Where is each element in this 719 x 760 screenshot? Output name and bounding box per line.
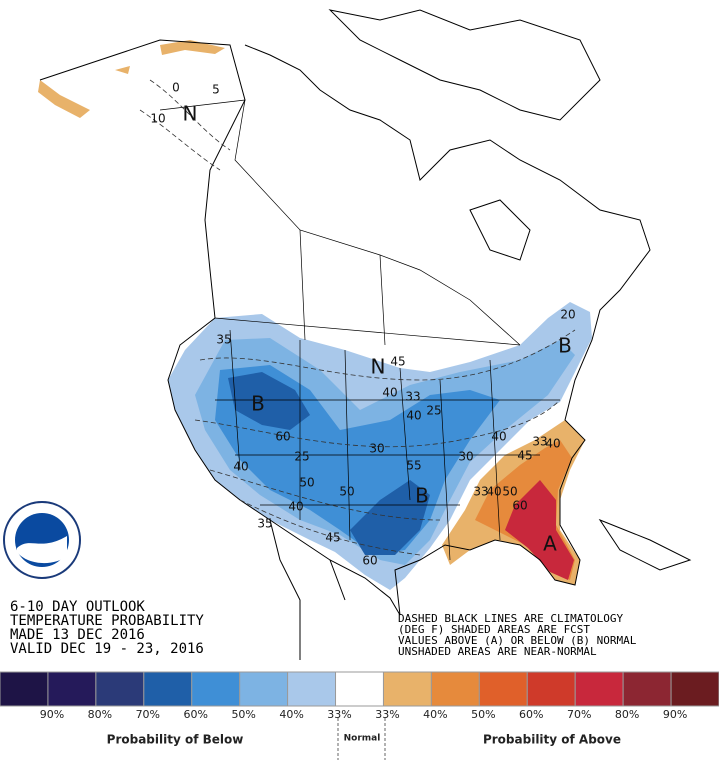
contour-label: 35	[216, 333, 231, 347]
contour-label: 25	[294, 450, 309, 464]
contour-label: 20	[560, 308, 575, 322]
contour-label: 45	[325, 531, 340, 545]
contour-label: 30	[369, 442, 384, 456]
legend-swatch	[191, 671, 241, 707]
region-letter: B	[251, 392, 265, 416]
contour-label: 40	[233, 460, 248, 474]
coastline-mexico	[269, 519, 346, 660]
contour-label: 40	[382, 386, 397, 400]
area-above-alaska	[38, 80, 90, 118]
outlook-line: TEMPERATURE PROBABILITY	[10, 613, 204, 629]
legend-label: 50%	[231, 708, 255, 721]
legend-label: 90%	[40, 708, 64, 721]
legend-swatch	[670, 671, 719, 707]
noaa-logo	[3, 501, 81, 579]
contour-label: 40	[491, 430, 506, 444]
legend-label: 70%	[567, 708, 591, 721]
legend-label: 33%	[327, 708, 351, 721]
legend-swatch	[335, 671, 384, 707]
contour-label: 33	[532, 435, 547, 449]
legend-swatch	[143, 671, 193, 707]
legend: Probability of Below Normal Probability …	[0, 671, 719, 760]
area-above-alaska-north	[115, 40, 225, 74]
legend-label: 40%	[279, 708, 303, 721]
note-line: DASHED BLACK LINES ARE CLIMATOLOGY	[398, 612, 624, 625]
legend-swatch	[430, 671, 480, 707]
legend-swatch	[287, 671, 337, 707]
coastlines	[39, 9, 692, 660]
region-letter: A	[543, 532, 557, 556]
contour-label: 33	[473, 485, 488, 499]
outlook-line: 6-10 DAY OUTLOOK	[10, 599, 145, 615]
contour-label: 40	[406, 409, 421, 423]
legend-swatch	[47, 671, 97, 707]
note-line: (DEG F) SHADED AREAS ARE FCST	[398, 623, 590, 636]
legend-label: 90%	[663, 708, 687, 721]
legend-swatch	[622, 671, 672, 707]
contour-label: 25	[426, 404, 441, 418]
contour-label: 50	[299, 476, 314, 490]
notes-block: DASHED BLACK LINES ARE CLIMATOLOGY (DEG …	[398, 612, 637, 658]
legend-label: 60%	[519, 708, 543, 721]
region-letter: N	[371, 355, 386, 379]
region-letter: B	[415, 484, 429, 508]
legend-swatch	[574, 671, 624, 707]
legend-label: 80%	[615, 708, 639, 721]
contour-label: 40	[486, 485, 501, 499]
coastline-islands	[469, 199, 692, 571]
contour-label: 40	[545, 437, 560, 451]
legend-swatch	[239, 671, 289, 707]
legend-label: 70%	[136, 708, 160, 721]
legend-label: 60%	[184, 708, 208, 721]
legend-swatch	[0, 671, 49, 707]
contour-label: 60	[362, 554, 377, 568]
outlook-block: 6-10 DAY OUTLOOK TEMPERATURE PROBABILITY…	[10, 599, 204, 657]
contour-label: 40	[288, 500, 303, 514]
coastline	[39, 39, 651, 616]
contour-label: 0	[172, 81, 180, 95]
normal-caption: Normal	[344, 734, 381, 744]
contour-label: 45	[517, 449, 532, 463]
outlook-line: MADE 13 DEC 2016	[10, 627, 145, 643]
outlook-line: VALID DEC 19 - 23, 2016	[10, 641, 204, 657]
borders	[159, 99, 521, 346]
legend-label: 80%	[88, 708, 112, 721]
coastline-arctic	[328, 9, 601, 121]
legend-label: 33%	[375, 708, 399, 721]
contour-label: 10	[150, 112, 165, 126]
contour-label: 33	[405, 390, 420, 404]
contour-label: 55	[406, 459, 421, 473]
legend-swatch	[382, 671, 432, 707]
below-caption: Probability of Below	[107, 733, 244, 747]
legend-swatch	[478, 671, 528, 707]
contour-label: 5	[212, 83, 220, 97]
shaded-areas	[38, 40, 592, 590]
climatology-lines	[139, 79, 576, 556]
above-caption: Probability of Above	[483, 733, 621, 747]
legend-swatch	[95, 671, 145, 707]
area-below-60	[228, 372, 430, 555]
legend-swatch	[526, 671, 576, 707]
note-line: VALUES ABOVE (A) OR BELOW (B) NORMAL	[398, 634, 637, 647]
contour-label: 50	[502, 485, 517, 499]
legend-label: 40%	[423, 708, 447, 721]
contour-label: 35	[257, 517, 272, 531]
area-above-60	[505, 480, 574, 580]
contour-label: 45	[390, 355, 405, 369]
legend-label: 50%	[471, 708, 495, 721]
note-line: UNSHADED AREAS ARE NEAR-NORMAL	[398, 645, 597, 658]
contour-label: 30	[458, 450, 473, 464]
region-letter: B	[558, 334, 572, 358]
contour-label: 60	[275, 430, 290, 444]
contour-label: 50	[339, 485, 354, 499]
region-letter: N	[183, 102, 198, 126]
contour-label: 60	[512, 499, 527, 513]
